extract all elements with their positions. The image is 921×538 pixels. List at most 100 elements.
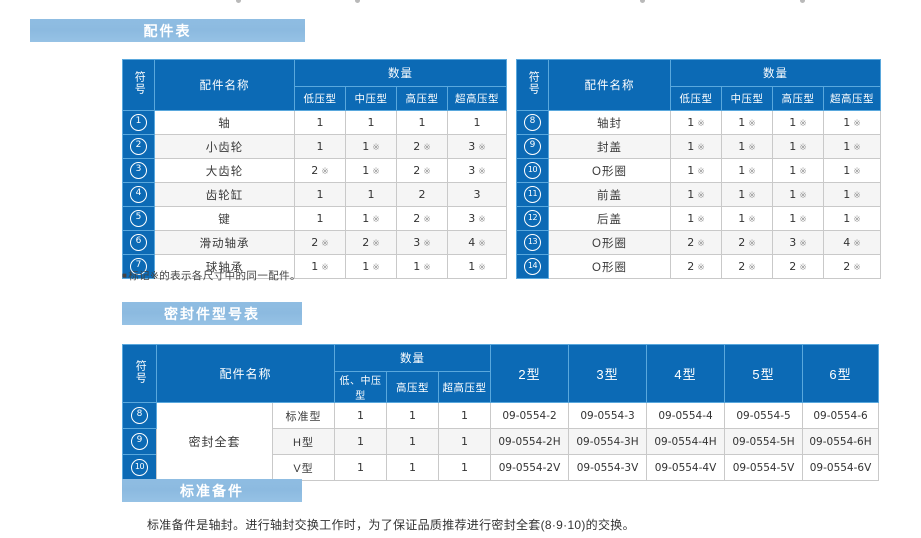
- symbol-circle-3: 3: [130, 162, 147, 179]
- row-symbol: 7: [122, 254, 155, 279]
- row-qty: 3 ※: [396, 230, 448, 255]
- same-part-mark: ※: [478, 263, 486, 273]
- row-group-name: 密封全套: [156, 402, 273, 481]
- same-part-mark: ※: [853, 119, 861, 129]
- same-part-mark: ※: [748, 143, 756, 153]
- decorative-dot: [236, 0, 241, 3]
- symbol-circle-9: 9: [524, 138, 541, 155]
- header-model-2: 2型: [490, 344, 569, 403]
- row-qty: 1 ※: [670, 182, 722, 207]
- table-row: 8 密封全套 标准型 1 1 1 09-0554-2 09-0554-3 09-0554-4 09…: [122, 402, 879, 481]
- same-part-mark: ※: [372, 215, 380, 225]
- row-symbol: 4: [122, 182, 155, 207]
- row-qty: 1: [386, 402, 439, 429]
- seal-table: 符号 配件名称 数量 2型 3型 4型 5型 6型 低、中压型 高压型 超高压型…: [122, 344, 879, 481]
- header-qty-high: 高压型: [396, 86, 448, 111]
- same-part-mark: ※: [423, 239, 431, 249]
- same-part-mark: ※: [423, 167, 431, 177]
- table-row: 14 O形圈 2 ※ 2 ※ 2 ※ 2 ※: [516, 254, 881, 279]
- header-qty-low: 低压型: [670, 86, 722, 111]
- row-qty: 1: [386, 454, 439, 481]
- row-qty: 1 ※: [823, 134, 881, 159]
- row-part-name: 小齿轮: [154, 134, 295, 159]
- row-part-number: 09-0554-2: [490, 402, 569, 429]
- row-qty: 1 ※: [772, 134, 824, 159]
- row-qty: 1: [294, 206, 346, 231]
- row-qty: 1: [438, 402, 491, 429]
- row-qty: 1 ※: [772, 158, 824, 183]
- row-part-name: 滑动轴承: [154, 230, 295, 255]
- footnote-bullet-icon: ■: [122, 271, 128, 280]
- row-part-number: 09-0554-4: [646, 402, 725, 429]
- row-symbol: 5: [122, 206, 155, 231]
- header-quantity: 数量: [334, 344, 491, 372]
- row-symbol: 9: [122, 428, 157, 455]
- symbol-circle-4: 4: [130, 186, 147, 203]
- table-row: 4 齿轮缸 1 1 2 3: [122, 182, 507, 207]
- seal-table-grid: 符号 配件名称 数量 2型 3型 4型 5型 6型 低、中压型 高压型 超高压型…: [122, 344, 879, 481]
- row-qty: 2 ※: [670, 230, 722, 255]
- row-qty: 2 ※: [294, 230, 346, 255]
- row-qty: 2 ※: [670, 254, 722, 279]
- symbol-circle-10: 10: [131, 459, 148, 476]
- row-qty: 1 ※: [721, 110, 773, 135]
- row-qty: 1 ※: [772, 182, 824, 207]
- row-symbol: 12: [516, 206, 549, 231]
- header-qty-high: 高压型: [772, 86, 824, 111]
- row-qty: 1 ※: [823, 182, 881, 207]
- same-part-mark: ※: [697, 263, 705, 273]
- row-part-number: 09-0554-4H: [646, 428, 725, 455]
- row-qty: 1: [447, 110, 507, 135]
- table-row: 9 H型 1 1 1 09-0554-2H 09-0554-3H 09-0554-4H 09-0…: [122, 428, 879, 455]
- row-qty: 1: [396, 110, 448, 135]
- same-part-mark: ※: [478, 143, 486, 153]
- symbol-circle-14: 14: [524, 258, 541, 275]
- row-symbol: 2: [122, 134, 155, 159]
- same-part-mark: ※: [799, 191, 807, 201]
- table-row: 6 滑动轴承 2 ※ 2 ※ 3 ※ 4 ※: [122, 230, 507, 255]
- row-symbol: 6: [122, 230, 155, 255]
- same-part-mark: ※: [799, 263, 807, 273]
- row-qty: 1 ※: [345, 254, 397, 279]
- row-part-name: O形圈: [548, 158, 671, 183]
- same-part-mark: ※: [853, 215, 861, 225]
- row-symbol: 8: [516, 110, 549, 135]
- seal-table-body: 8 密封全套 标准型 1 1 1 09-0554-2 09-0554-3 09-0554-4 09…: [122, 402, 879, 481]
- row-qty: 1 ※: [670, 158, 722, 183]
- row-qty: 1: [294, 182, 346, 207]
- table-row: 12 后盖 1 ※ 1 ※ 1 ※ 1 ※: [516, 206, 881, 231]
- symbol-circle-1: 1: [130, 114, 147, 131]
- parts-table-left: 符号 配件名称 数量 低压型 中压型 高压型 超高压型 1 轴 1 1 1 1 2 小齿轮 1 1…: [122, 59, 507, 279]
- header-symbol: 符号: [122, 59, 155, 111]
- same-part-mark: ※: [478, 167, 486, 177]
- row-part-number: 09-0554-5H: [724, 428, 803, 455]
- same-part-mark: ※: [423, 263, 431, 273]
- same-part-mark: ※: [423, 143, 431, 153]
- header-quantity: 数量: [294, 59, 507, 87]
- row-qty: 1: [345, 110, 397, 135]
- row-part-name: 大齿轮: [154, 158, 295, 183]
- header-model-5: 5型: [724, 344, 803, 403]
- row-part-number: 09-0554-2H: [490, 428, 569, 455]
- same-part-mark: ※: [748, 119, 756, 129]
- header-part-name: 配件名称: [154, 59, 295, 111]
- row-qty: 2: [396, 182, 448, 207]
- row-part-name: 齿轮缸: [154, 182, 295, 207]
- header-qty-ultra: 超高压型: [823, 86, 881, 111]
- same-part-mark: ※: [478, 239, 486, 249]
- row-qty: 2 ※: [396, 134, 448, 159]
- header-qty-low: 低压型: [294, 86, 346, 111]
- row-qty: 1: [334, 428, 387, 455]
- header-qty-low-mid: 低、中压型: [334, 371, 387, 403]
- same-part-mark: ※: [748, 263, 756, 273]
- row-part-number: 09-0554-4V: [646, 454, 725, 481]
- row-part-name: 封盖: [548, 134, 671, 159]
- parts-table-right-body: 8 轴封 1 ※ 1 ※ 1 ※ 1 ※ 9 封盖 1 ※ 1 ※ 1 ※ 1 ※ 10 O形圈 1 ※ 1 ※ 1 ※ 1 ※ 11 前盖 1…: [516, 110, 881, 279]
- table-row: 10 O形圈 1 ※ 1 ※ 1 ※ 1 ※: [516, 158, 881, 183]
- same-part-mark: ※: [372, 263, 380, 273]
- table-row: 13 O形圈 2 ※ 2 ※ 3 ※ 4 ※: [516, 230, 881, 255]
- row-qty: 2 ※: [823, 254, 881, 279]
- header-symbol: 符号: [122, 344, 157, 403]
- same-part-mark: ※: [697, 215, 705, 225]
